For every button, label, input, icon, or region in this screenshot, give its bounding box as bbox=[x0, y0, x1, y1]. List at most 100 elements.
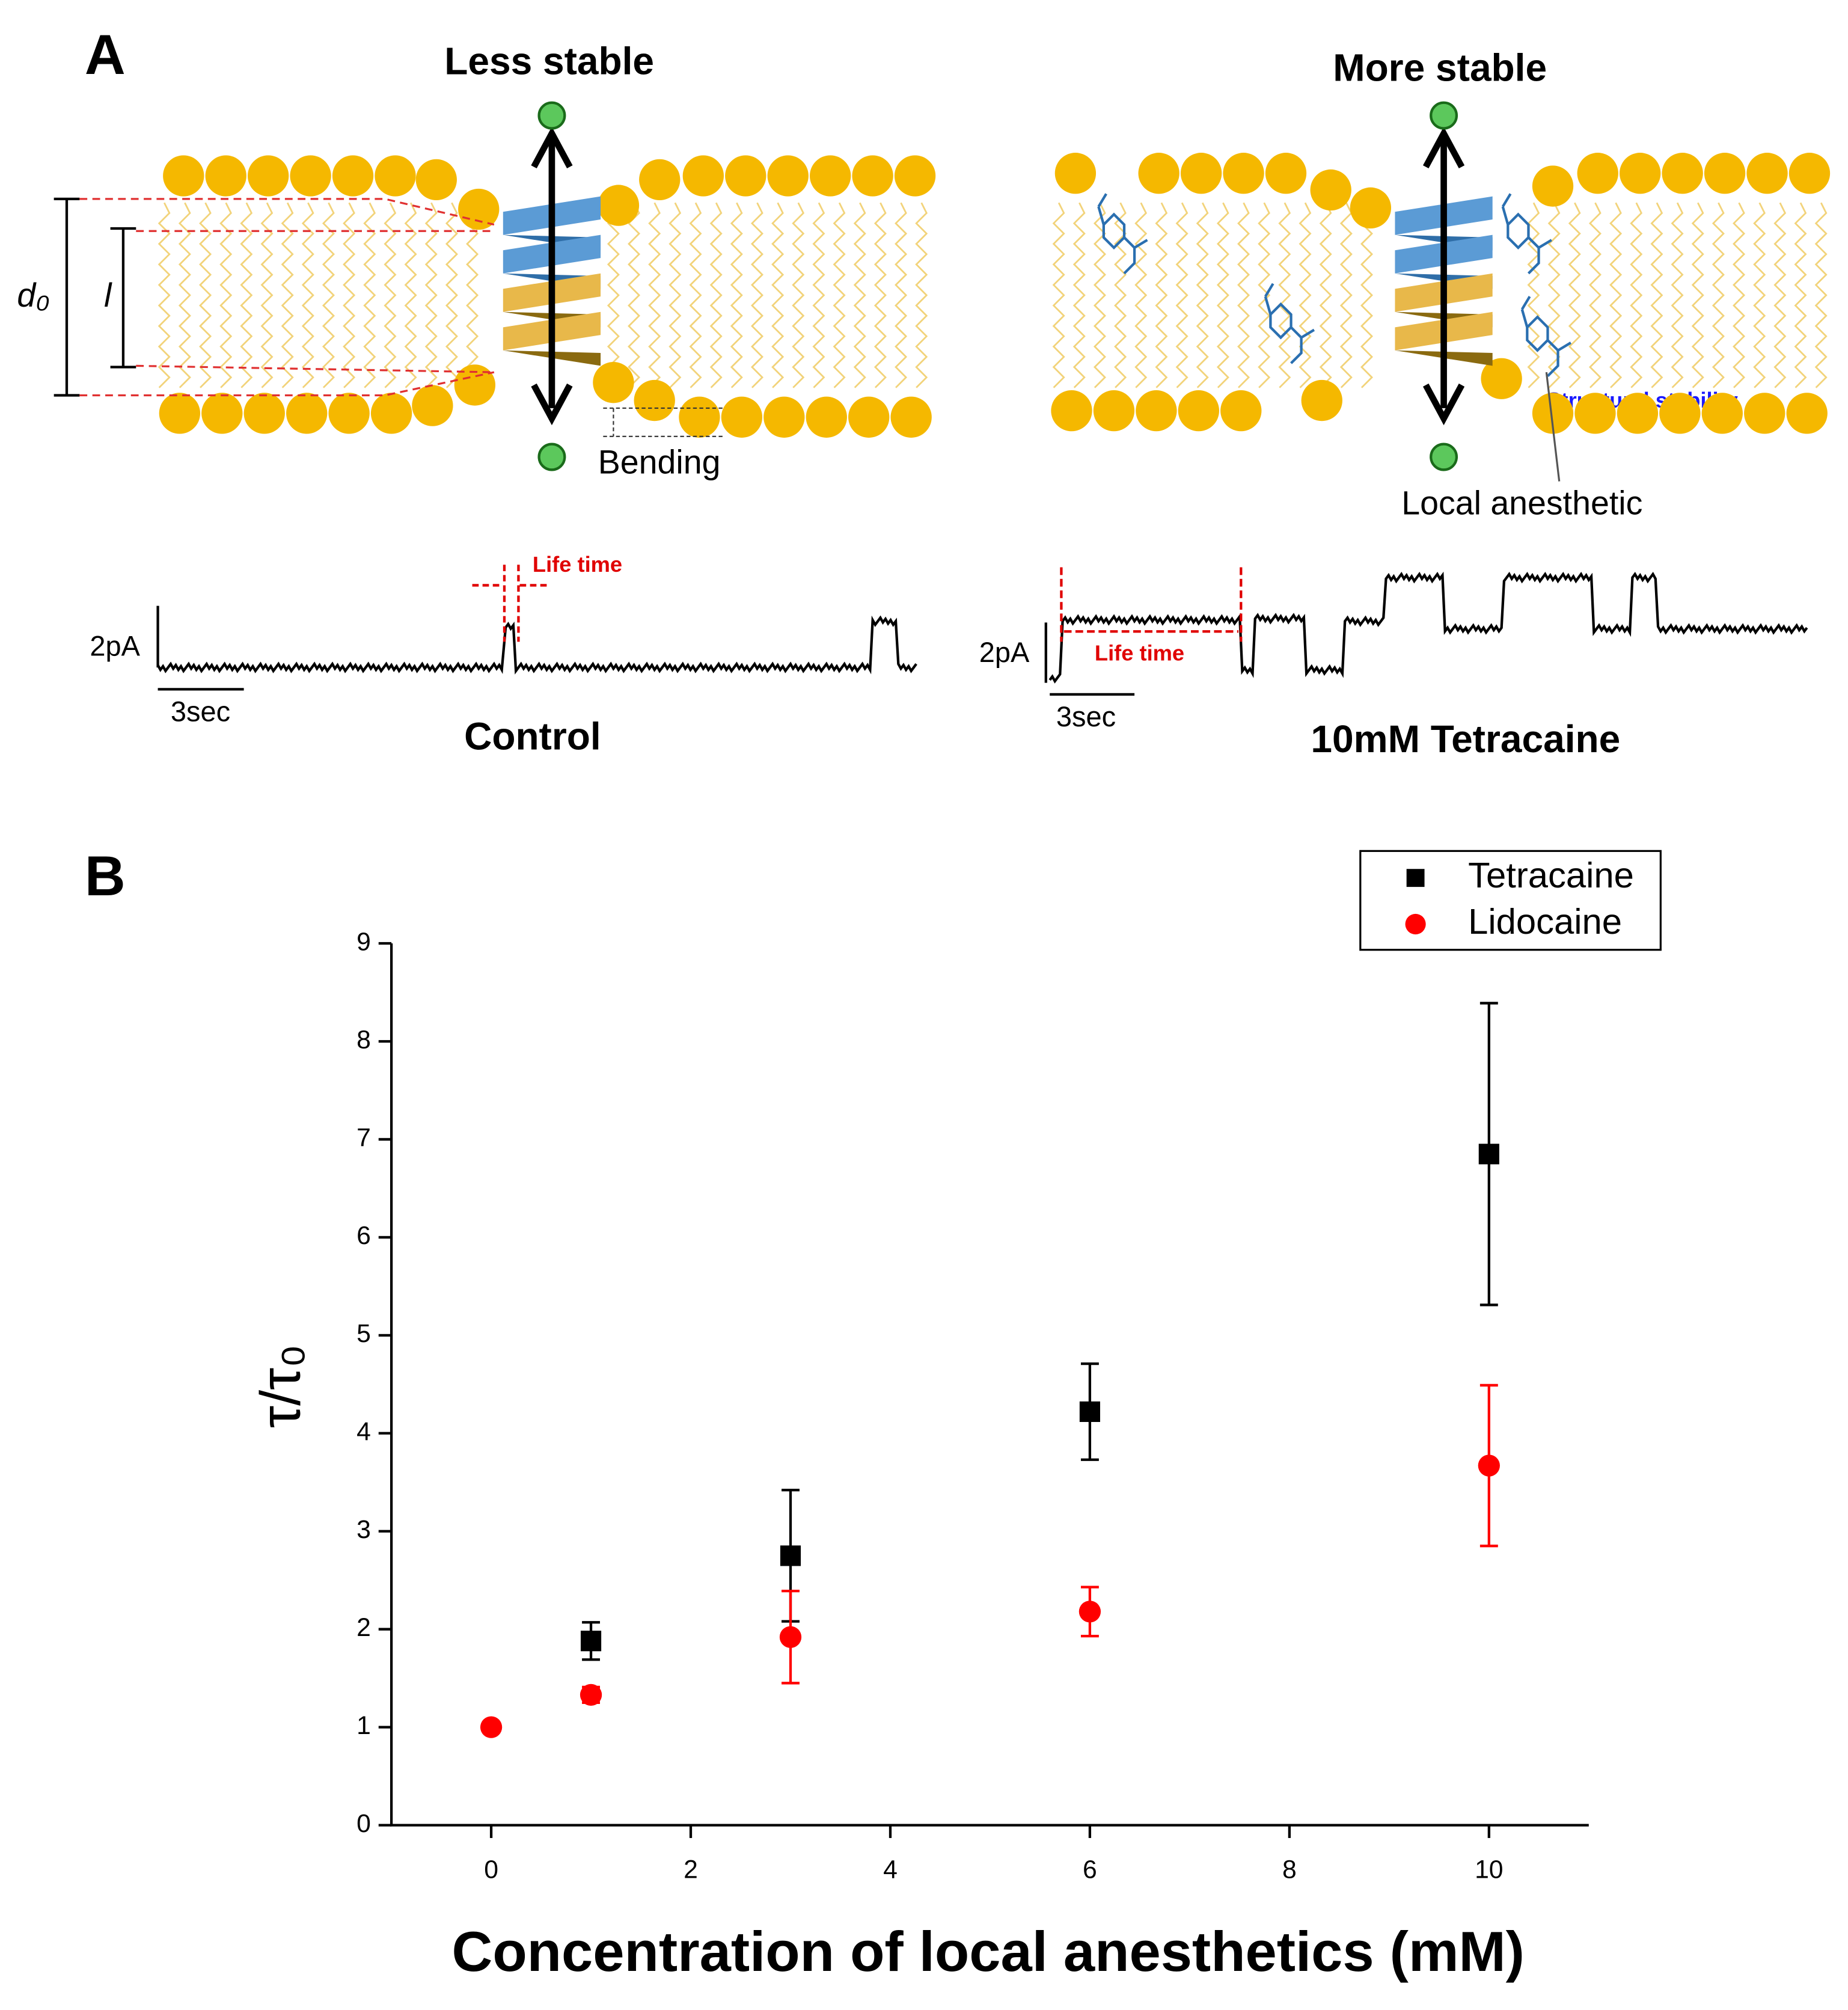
thickness-guide bbox=[136, 364, 494, 373]
point bbox=[1478, 1454, 1500, 1477]
panel-a: A Less stable More stable d₀ l Bending L… bbox=[17, 23, 1831, 761]
scale-bar bbox=[156, 605, 244, 691]
anesthetic bbox=[1501, 193, 1552, 275]
lipid-head bbox=[1093, 390, 1135, 432]
axes bbox=[390, 943, 1589, 1827]
pointer bbox=[1545, 372, 1561, 482]
lipid-tail bbox=[240, 202, 253, 388]
label: Local anesthetic bbox=[1401, 485, 1642, 522]
label: 3sec bbox=[1056, 700, 1116, 732]
lipid-head bbox=[1704, 153, 1746, 194]
lipid-tail bbox=[1360, 202, 1373, 388]
lipid-head bbox=[1350, 187, 1392, 228]
lipid-tail bbox=[1339, 202, 1353, 388]
lipid-tail bbox=[384, 202, 397, 388]
title: More stable bbox=[1333, 46, 1547, 89]
y-tick-label: 8 bbox=[356, 1025, 371, 1054]
point bbox=[1079, 1601, 1101, 1623]
lipid-tail bbox=[178, 202, 191, 388]
lipid-head bbox=[163, 155, 204, 197]
lipid-head bbox=[328, 393, 370, 434]
lipid-tail bbox=[1258, 202, 1271, 388]
anesthetic bbox=[1264, 283, 1315, 364]
lipid-tail bbox=[1773, 202, 1787, 388]
lipid-head bbox=[634, 379, 675, 421]
lipid-head bbox=[1310, 169, 1351, 211]
panel-label: B bbox=[85, 844, 126, 907]
lipid-tail bbox=[730, 202, 743, 388]
lipid-tail bbox=[322, 202, 335, 388]
lipid-tail bbox=[363, 202, 376, 388]
lipid-tail bbox=[1568, 202, 1581, 388]
lipid-tail bbox=[771, 202, 785, 388]
label: d₀ bbox=[17, 277, 49, 314]
lipid-head bbox=[639, 159, 681, 201]
lipid-head bbox=[243, 393, 285, 434]
lipid-head bbox=[1577, 153, 1618, 194]
lipid-tail bbox=[1630, 202, 1643, 388]
lipid-head bbox=[852, 155, 893, 197]
lipid-tail bbox=[1196, 202, 1209, 388]
legend-marker bbox=[1406, 869, 1425, 887]
anesthetic bbox=[1520, 296, 1571, 377]
y-tick-label: 3 bbox=[356, 1515, 371, 1544]
lipid-tail bbox=[812, 202, 825, 388]
x-tick-label: 8 bbox=[1282, 1855, 1297, 1884]
lipid-head bbox=[370, 393, 412, 434]
legend-box bbox=[1359, 850, 1662, 951]
lipid-tail bbox=[301, 202, 314, 388]
lipid-tail bbox=[895, 202, 908, 388]
lipid-head bbox=[806, 396, 847, 438]
x-tick-label: 0 bbox=[484, 1855, 498, 1884]
y-tick-label: 0 bbox=[356, 1809, 371, 1838]
lipid-head bbox=[767, 155, 809, 197]
caption: Control bbox=[464, 715, 601, 758]
lipid-tail bbox=[669, 202, 682, 388]
point bbox=[480, 1716, 503, 1738]
lipid-head bbox=[286, 393, 328, 434]
lipid-head bbox=[205, 155, 246, 197]
lipid-tail bbox=[1155, 202, 1168, 388]
thickness-guide bbox=[79, 371, 495, 397]
y-tick-label: 1 bbox=[356, 1711, 371, 1740]
lipid-head bbox=[415, 159, 457, 201]
y-tick-label: 6 bbox=[356, 1221, 371, 1250]
lipid-tail bbox=[628, 202, 641, 388]
lipid-tail bbox=[1237, 202, 1250, 388]
lipid-tail bbox=[1319, 202, 1332, 388]
lipid-head bbox=[1178, 390, 1219, 432]
y-tick-label: 4 bbox=[356, 1417, 371, 1446]
lipid-tail bbox=[607, 202, 620, 388]
point bbox=[580, 1684, 602, 1706]
lipid-tail bbox=[709, 202, 723, 388]
y-tick-label: 5 bbox=[356, 1319, 371, 1348]
lipid-tail bbox=[915, 202, 928, 388]
lipid-tail bbox=[853, 202, 866, 388]
label: Life time bbox=[1095, 640, 1184, 665]
lipid-head bbox=[454, 364, 496, 406]
arrow-head bbox=[1422, 383, 1465, 426]
lipid-tail bbox=[1753, 202, 1766, 388]
point bbox=[1079, 1401, 1100, 1423]
point bbox=[1478, 1144, 1499, 1165]
legend-marker bbox=[1405, 913, 1426, 935]
label: Life time bbox=[533, 552, 622, 577]
ion bbox=[537, 443, 566, 471]
lipid-tail bbox=[750, 202, 763, 388]
panel-label: A bbox=[85, 23, 126, 86]
label: Bending bbox=[598, 443, 721, 480]
lipid-head bbox=[1138, 153, 1179, 194]
lipid-tail bbox=[199, 202, 212, 388]
lipid-tail bbox=[1588, 202, 1602, 388]
anesthetic bbox=[1097, 193, 1148, 275]
lipid-tail bbox=[1794, 202, 1807, 388]
y-tick-label: 9 bbox=[356, 927, 371, 956]
lipid-head bbox=[412, 385, 453, 426]
lipid-head bbox=[1620, 153, 1661, 194]
point bbox=[779, 1626, 802, 1648]
lipid-tail bbox=[1733, 202, 1746, 388]
lipid-head bbox=[1659, 393, 1701, 434]
lipid-head bbox=[1180, 153, 1222, 194]
lipid-tail bbox=[1175, 202, 1189, 388]
